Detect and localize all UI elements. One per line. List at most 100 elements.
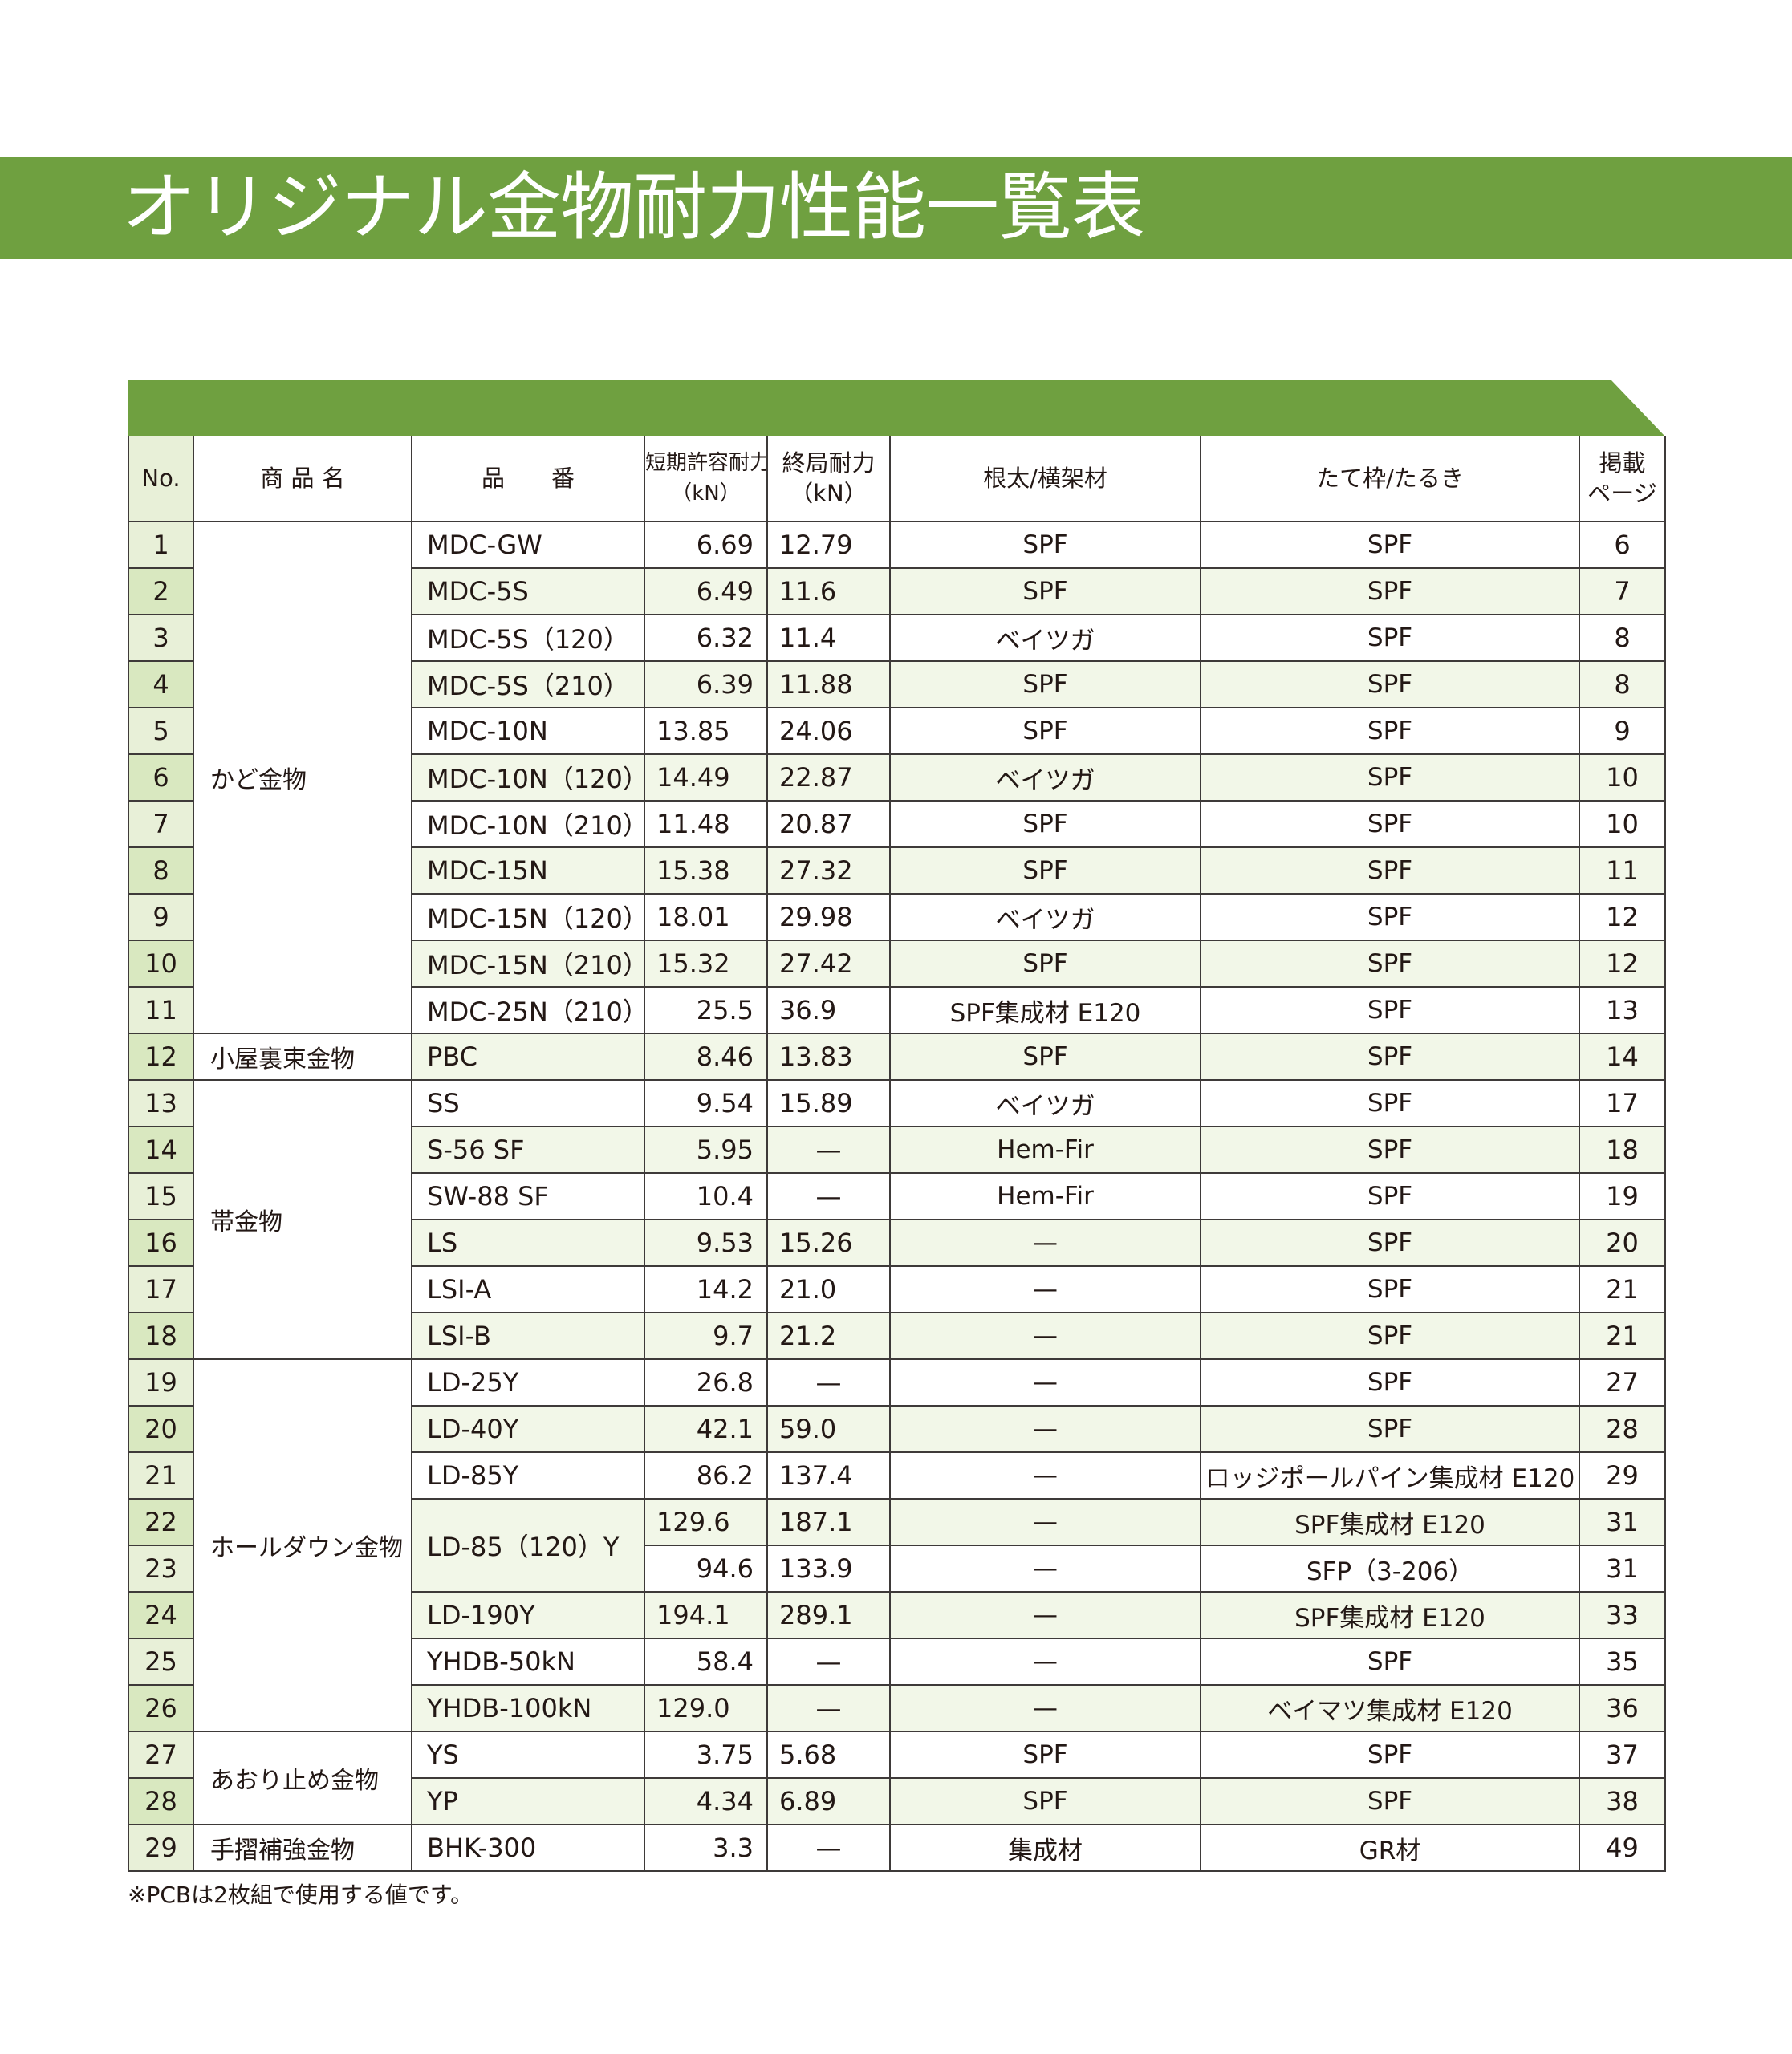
frame-material: GR材 — [1200, 1824, 1580, 1872]
frame-material: ベイマツ集成材 E120 — [1200, 1684, 1580, 1732]
beam-material: SPF集成材 E120 — [889, 986, 1201, 1034]
product-code: YS — [411, 1731, 645, 1779]
row-number: 13 — [128, 1079, 194, 1127]
page-title: オリジナル金物耐力性能一覧表 — [122, 164, 1145, 250]
short-term-capacity: 26.8 — [644, 1358, 768, 1407]
short-term-capacity: 6.69 — [644, 521, 768, 569]
frame-material: SPF — [1200, 1079, 1580, 1127]
ultimate-capacity: 187.1 — [766, 1498, 891, 1546]
beam-material: SPF — [889, 1777, 1201, 1825]
page-number: 28 — [1579, 1405, 1666, 1453]
ultimate-capacity: 133.9 — [766, 1545, 891, 1593]
table-row: 24 LD-190Y 194.1 289.1— SPF集成材 E120 33 — [128, 1591, 1666, 1639]
footnote: ※PCBは2枚組で使用する値です。 — [128, 1881, 473, 1908]
product-code: MDC-25N（210） — [411, 986, 645, 1034]
product-code: BHK-300 — [411, 1824, 645, 1872]
product-code: LD-40Y — [411, 1405, 645, 1453]
short-term-capacity: 9.7 — [644, 1312, 768, 1360]
header-frame-material: たて枠/たるき — [1200, 436, 1580, 522]
page-number: 35 — [1579, 1638, 1666, 1686]
short-term-capacity: 18.01 — [644, 893, 768, 941]
header-page-label-2: ページ — [1587, 480, 1657, 507]
product-name: かど金物 — [193, 521, 412, 1034]
page-number: 49 — [1579, 1824, 1666, 1872]
row-number: 28 — [128, 1777, 194, 1825]
row-number: 5 — [128, 707, 194, 755]
beam-material: Hem-Fir — [889, 1126, 1201, 1174]
beam-material: — — [889, 1312, 1201, 1360]
row-number: 12 — [128, 1033, 194, 1081]
ultimate-capacity: 27.32 — [766, 846, 891, 895]
frame-material: SPF — [1200, 614, 1580, 662]
row-number: 26 — [128, 1684, 194, 1732]
page-number: 38 — [1579, 1777, 1666, 1825]
row-number: 18 — [128, 1312, 194, 1360]
product-code: YP — [411, 1777, 645, 1825]
frame-material: SPF — [1200, 1126, 1580, 1174]
table-row: 6 MDC-10N（120） 14.49 22.87 ベイツガ SPF 10 — [128, 753, 1666, 802]
frame-material: SPF — [1200, 986, 1580, 1034]
short-term-capacity: 11.48 — [644, 800, 768, 848]
product-code: LD-25Y — [411, 1358, 645, 1407]
short-term-capacity: 94.6 — [644, 1545, 768, 1593]
row-number: 9 — [128, 893, 194, 941]
product-code: S-56 SF — [411, 1126, 645, 1174]
beam-material: SPF — [889, 521, 1201, 569]
beam-material: SPF — [889, 846, 1201, 895]
short-term-capacity: 3.3 — [644, 1824, 768, 1872]
table-row: 23 94.6 133.9— SFP（3-206） 31 — [128, 1545, 1666, 1593]
short-term-capacity: 129.0 — [644, 1684, 768, 1732]
row-number: 24 — [128, 1591, 194, 1639]
product-code: LD-190Y — [411, 1591, 645, 1639]
ultimate-capacity: 11.6 — [766, 567, 891, 615]
table-row: 27 あおり止め金物 YS 3.75 5.68 SPF SPF 37 — [128, 1731, 1666, 1825]
row-number: 29 — [128, 1824, 194, 1872]
page-number: 8 — [1579, 614, 1666, 662]
row-number: 1 — [128, 521, 194, 569]
short-term-capacity: 58.4 — [644, 1638, 768, 1686]
row-number: 11 — [128, 986, 194, 1034]
header-ultimate-unit: （kN） — [790, 480, 868, 507]
row-number: 20 — [128, 1405, 194, 1453]
frame-material: SPF集成材 E120 — [1200, 1591, 1580, 1639]
row-number: 21 — [128, 1451, 194, 1500]
table-row: 4 MDC-5S（210） 6.39 11.88 SPF SPF 8 — [128, 660, 1666, 708]
product-name: 手摺補強金物 — [193, 1824, 412, 1872]
ultimate-capacity: 6.89 — [766, 1777, 891, 1825]
product-code: PBC — [411, 1033, 645, 1081]
short-term-capacity: 15.32 — [644, 940, 768, 988]
beam-material: — — [889, 1545, 1201, 1593]
frame-material: SPF — [1200, 1265, 1580, 1313]
table-row: 16 LS 9.53 15.26— SPF 20 — [128, 1219, 1666, 1267]
beam-material: — — [889, 1638, 1201, 1686]
product-code: YHDB-50kN — [411, 1638, 645, 1686]
frame-material: SPF — [1200, 846, 1580, 895]
ultimate-capacity: — — [766, 1126, 891, 1174]
beam-material: ベイツガ — [889, 1079, 1201, 1127]
ultimate-capacity: 21.0 — [766, 1265, 891, 1313]
row-number: 27 — [128, 1731, 194, 1779]
table-row: 7 MDC-10N（210） 11.48 20.87 SPF SPF 10 — [128, 800, 1666, 848]
short-term-capacity: 9.54 — [644, 1079, 768, 1127]
ultimate-capacity: 59.0 — [766, 1405, 891, 1453]
row-number: 19 — [128, 1358, 194, 1407]
table-row: 3 MDC-5S（120） 6.32 11.4 ベイツガ SPF 8 — [128, 614, 1666, 662]
beam-material: SPF — [889, 567, 1201, 615]
product-code: MDC-15N（210） — [411, 940, 645, 988]
header-short-term-capacity: 短期許容耐力 （kN） — [644, 436, 768, 522]
header-product-name: 商 品 名 — [193, 436, 412, 522]
ultimate-capacity: 24.06 — [766, 707, 891, 755]
short-term-capacity: 13.85 — [644, 707, 768, 755]
ultimate-capacity: 12.79 — [766, 521, 891, 569]
page-number: 11 — [1579, 846, 1666, 895]
beam-material: 集成材 — [889, 1824, 1201, 1872]
product-code: MDC-5S（120） — [411, 614, 645, 662]
page-number: 9 — [1579, 707, 1666, 755]
table-row: 10 MDC-15N（210） 15.32 27.42 SPF SPF 12 — [128, 940, 1666, 988]
beam-material: Hem-Fir — [889, 1172, 1201, 1220]
table-row: 8 MDC-15N 15.38 27.32 SPF SPF 11 — [128, 846, 1666, 895]
table-row: 25 YHDB-50kN 58.4— — SPF 35 — [128, 1638, 1666, 1686]
page-number: 6 — [1579, 521, 1666, 569]
frame-material: SFP（3-206） — [1200, 1545, 1580, 1593]
table-row: 13 帯金物 SS 9.54 15.89 ベイツガ SPF 17 — [128, 1079, 1666, 1360]
